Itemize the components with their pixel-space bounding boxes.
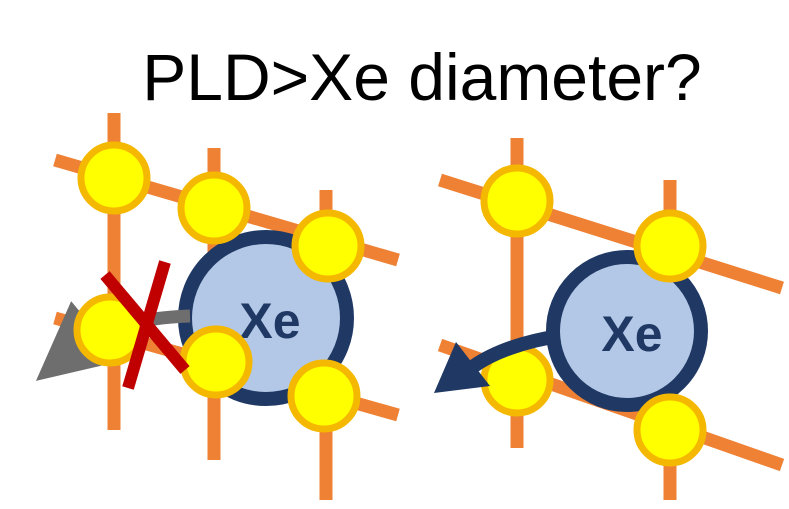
xe-atom-left-label: Xe xyxy=(239,293,300,349)
pass-path-arrowhead xyxy=(434,342,490,393)
right-node-1 xyxy=(480,164,554,238)
left-node-6 xyxy=(287,359,361,433)
left-panel: Xe xyxy=(35,113,400,500)
left-node-1 xyxy=(77,141,151,215)
right-node-4 xyxy=(633,393,707,467)
xe-atom-right-label: Xe xyxy=(601,306,662,362)
right-node-2 xyxy=(633,209,707,283)
left-node-2 xyxy=(177,171,251,245)
left-node-5 xyxy=(179,325,253,399)
pass-path-arrow-shaft xyxy=(469,329,562,372)
left-node-3 xyxy=(291,209,365,283)
blocked-cross-icon xyxy=(100,260,190,390)
page-title: PLD>Xe diameter? xyxy=(142,40,702,114)
right-panel: Xe xyxy=(434,138,785,500)
left-nodes xyxy=(73,141,365,433)
